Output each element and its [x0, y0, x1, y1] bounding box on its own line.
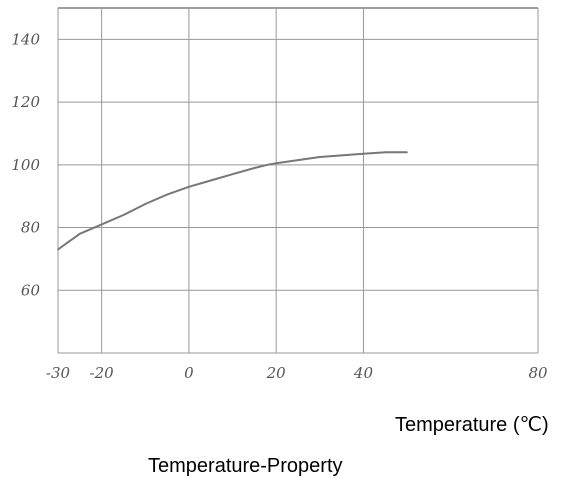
data-point	[57, 248, 59, 251]
y-tick-label: 100	[11, 156, 40, 174]
data-point	[166, 193, 168, 196]
data-point	[297, 159, 299, 161]
data-point	[144, 203, 147, 205]
data-point	[406, 151, 408, 154]
data-point	[319, 156, 321, 158]
x-tick-label: -20	[90, 364, 115, 382]
data-point	[253, 167, 256, 169]
data-point	[100, 223, 103, 226]
x-tick-label: 40	[353, 364, 374, 382]
series-layer	[57, 151, 408, 251]
data-point	[122, 214, 125, 216]
series-line	[57, 151, 408, 251]
x-tick-label: 80	[528, 364, 548, 382]
data-point	[209, 179, 212, 182]
y-tick-label: 120	[11, 93, 40, 111]
data-point	[275, 162, 277, 165]
x-axis-label: Temperature (℃)	[395, 414, 549, 436]
grid-layer	[57, 7, 539, 354]
data-point	[188, 185, 190, 188]
data-point	[266, 164, 269, 166]
data-point	[384, 151, 387, 154]
chart-title: Temperature-Property	[148, 455, 343, 477]
data-point	[65, 242, 68, 245]
y-tick-label: 80	[21, 219, 41, 237]
x-tick-label: -30	[46, 364, 71, 382]
data-point	[340, 154, 343, 157]
data-point	[231, 173, 234, 176]
tick-labels: -30 -20 0 20 40 80 140 120 100 80 60	[11, 30, 548, 382]
x-tick-label: 20	[266, 364, 287, 382]
y-tick-label: 140	[11, 30, 40, 48]
data-point	[362, 153, 365, 155]
x-tick-label: 0	[184, 364, 194, 382]
y-tick-label: 60	[21, 281, 41, 299]
data-point	[79, 233, 81, 235]
